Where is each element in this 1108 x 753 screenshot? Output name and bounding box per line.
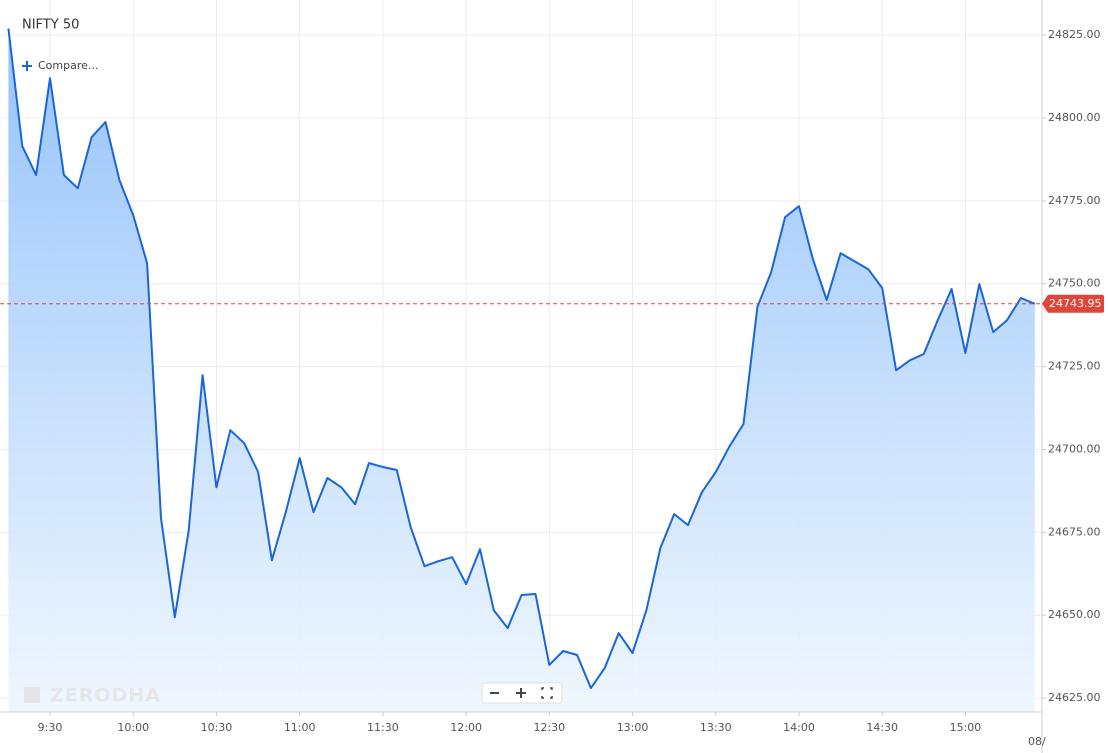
x-tick-label: 11:00 bbox=[284, 721, 316, 734]
compare-label[interactable]: Compare... bbox=[38, 59, 98, 72]
y-tick-label: 24825.00 bbox=[1048, 28, 1101, 41]
y-tick-label: 24775.00 bbox=[1048, 194, 1101, 207]
y-tick-label: 24750.00 bbox=[1048, 277, 1101, 290]
x-tick-label: 08/ bbox=[1028, 735, 1046, 748]
plus-icon bbox=[22, 61, 32, 71]
compare-button[interactable]: Compare... bbox=[22, 59, 98, 72]
x-tick-label: 11:30 bbox=[367, 721, 399, 734]
y-tick-label: 24725.00 bbox=[1048, 360, 1101, 373]
fullscreen[interactable] bbox=[541, 687, 553, 699]
line bbox=[7, 28, 1036, 690]
chart-title: NIFTY 50 bbox=[22, 18, 79, 33]
x-tick-label: 12:30 bbox=[533, 721, 565, 734]
last-price-label: 24743.95 bbox=[1049, 297, 1102, 310]
watermark: ZERODHA bbox=[50, 685, 161, 707]
y-tick-label: 24675.00 bbox=[1048, 525, 1101, 538]
y-tick-label: 24800.00 bbox=[1048, 111, 1101, 124]
y-tick-label: 24650.00 bbox=[1048, 608, 1101, 621]
x-tick-label: 13:30 bbox=[700, 721, 732, 734]
x-tick-label: 10:30 bbox=[201, 721, 233, 734]
x-tick-label: 9:30 bbox=[38, 721, 63, 734]
x-tick-label: 14:30 bbox=[866, 721, 898, 734]
x-tick-label: 15:00 bbox=[950, 721, 982, 734]
area bbox=[8, 28, 1035, 712]
x-tick-label: 12:00 bbox=[450, 721, 482, 734]
plot bbox=[0, 28, 1042, 712]
x-tick-label: 10:00 bbox=[117, 721, 149, 734]
zoom-in[interactable] bbox=[516, 688, 526, 698]
y-tick-label: 24625.00 bbox=[1048, 691, 1101, 704]
last-price-tag bbox=[1042, 294, 1104, 313]
zoom-toolbar bbox=[481, 682, 563, 704]
y-tick-label: 24700.00 bbox=[1048, 442, 1101, 455]
watermark-logo bbox=[24, 687, 40, 703]
x-tick-label: 14:00 bbox=[783, 721, 815, 734]
x-tick-label: 13:00 bbox=[617, 721, 649, 734]
axes: 24625.00 24650.00 24675.00 24700.00 24725.00… bbox=[38, 28, 1104, 748]
